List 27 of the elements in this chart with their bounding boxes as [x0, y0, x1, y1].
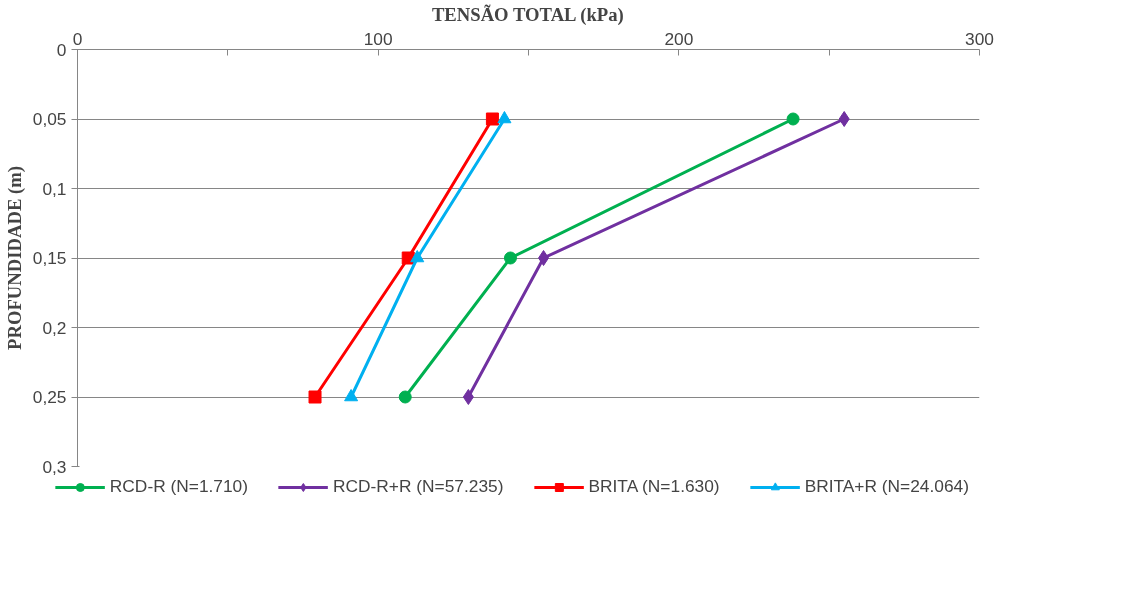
legend-label: BRITA+R (N=24.064) [804, 476, 969, 497]
y-tick-label: 0,05 [32, 109, 67, 129]
point [344, 388, 359, 402]
x-tick-label: 0 [72, 28, 83, 49]
legend-label: RCD-R (N=1.710) [109, 476, 249, 497]
y-tick-label: 0,25 [32, 387, 67, 407]
point [462, 389, 474, 405]
point [308, 390, 322, 404]
point [398, 390, 412, 404]
x-tick-label: 300 [965, 28, 994, 49]
point [838, 111, 850, 127]
x-tick-label: 100 [363, 28, 393, 49]
legend-label: BRITA (N=1.630) [588, 476, 720, 497]
point [786, 112, 800, 126]
legend-label: RCD-R+R (N=57.235) [333, 476, 504, 497]
y-tick-label: 0,15 [32, 248, 67, 268]
y-tick-label: 0,3 [42, 456, 67, 477]
point [503, 251, 517, 265]
point [410, 249, 425, 263]
point [497, 110, 512, 124]
point [485, 112, 499, 126]
y-axis-title: PROFUNDIDADE (m) [3, 166, 26, 350]
y-tick-label: 0,2 [42, 317, 67, 338]
x-tick-label: 200 [664, 28, 694, 49]
y-tick-label: 0,1 [42, 178, 67, 199]
x-axis-title: TENSÃO TOTAL (kPa) [431, 3, 624, 26]
point [538, 250, 550, 266]
